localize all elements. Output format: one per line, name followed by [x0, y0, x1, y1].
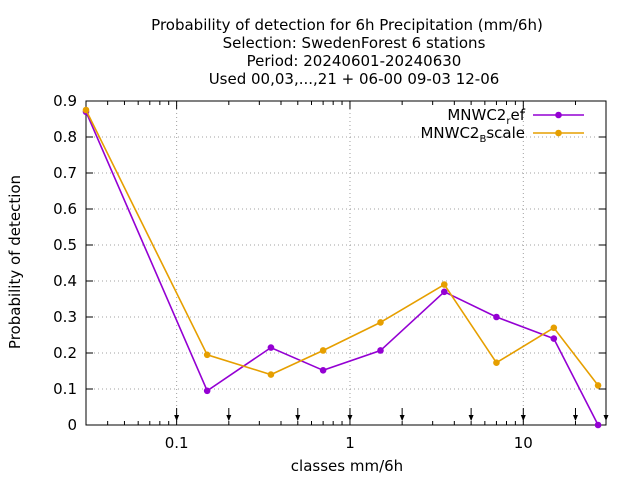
class-threshold-arrow	[572, 408, 578, 421]
x-tick-label: 1	[345, 434, 355, 452]
arrow-head	[174, 415, 180, 421]
plot-border	[85, 100, 607, 426]
data-point	[377, 319, 384, 326]
data-point	[440, 281, 448, 288]
data-point	[493, 313, 500, 321]
y-tick-label: 0.9	[53, 92, 77, 110]
data-point	[203, 351, 211, 359]
arrow-head	[468, 415, 474, 421]
title-line-3: Period: 20240601-20240630	[247, 52, 462, 70]
chart-title: Probability of detection for 6h Precipit…	[151, 16, 543, 88]
arrow-head	[295, 415, 301, 421]
data-point	[267, 344, 275, 351]
data-point	[594, 382, 602, 389]
y-tick-label: 0.5	[53, 236, 77, 254]
data-point	[440, 288, 448, 296]
y-tick-label: 0.4	[53, 272, 77, 290]
data-point	[319, 347, 327, 354]
legend-marker	[555, 129, 562, 137]
legend-entry-0: MNWC2ref	[447, 106, 584, 127]
data-point	[550, 335, 558, 342]
y-tick-label: 0.6	[53, 200, 77, 218]
grid-lines	[86, 101, 606, 425]
class-threshold-arrow	[468, 408, 474, 421]
legend-label: MNWC2Bscale	[420, 124, 525, 145]
y-tick-label: 0.1	[53, 380, 77, 398]
series-line	[85, 111, 599, 426]
title-line-1: Probability of detection for 6h Precipit…	[151, 16, 543, 34]
class-threshold-arrow	[174, 408, 180, 421]
series-line	[85, 109, 599, 386]
data-point	[203, 387, 211, 395]
class-threshold-arrow	[399, 408, 405, 421]
data-point	[267, 371, 275, 378]
y-tick-label: 0.2	[53, 344, 77, 362]
class-threshold-arrow	[347, 408, 353, 421]
x-tick-label: 0.1	[165, 434, 189, 452]
class-threshold-arrow	[603, 408, 609, 421]
arrow-head	[399, 415, 405, 421]
legend-label: MNWC2ref	[447, 106, 525, 127]
legend-marker	[555, 111, 562, 119]
series-1	[82, 106, 602, 389]
arrow-head	[572, 415, 578, 421]
x-tick-label: 10	[514, 434, 533, 452]
class-threshold-arrow	[295, 408, 301, 421]
title-line-4: Used 00,03,...,21 + 06-00 09-03 12-06	[209, 70, 500, 88]
arrow-head	[603, 415, 609, 421]
legend-entry-1: MNWC2Bscale	[420, 124, 584, 145]
data-point	[493, 359, 500, 367]
series	[82, 106, 602, 429]
class-threshold-arrow	[520, 408, 526, 421]
series-0	[82, 108, 602, 429]
axes: 0 0.1 0.2 0.3 0.4 0.5 0.6 0.7 0.8 0.9 0.1 1 10	[53, 92, 609, 452]
data-point	[82, 106, 90, 114]
arrow-head	[226, 415, 232, 421]
y-tick-label: 0.3	[53, 308, 77, 326]
data-point	[594, 421, 602, 429]
class-threshold-arrow	[226, 408, 232, 421]
data-point	[550, 324, 558, 332]
arrow-head	[347, 415, 353, 421]
y-tick-label: 0.7	[53, 164, 77, 182]
x-axis-label: classes mm/6h	[291, 457, 403, 475]
title-line-2: Selection: SwedenForest 6 stations	[223, 34, 486, 52]
y-tick-label: 0.8	[53, 128, 77, 146]
y-axis-label: Probability of detection	[6, 175, 24, 349]
y-tick-label: 0	[67, 416, 77, 434]
arrow-head	[520, 415, 526, 421]
data-point	[377, 347, 384, 354]
data-point	[319, 366, 327, 374]
